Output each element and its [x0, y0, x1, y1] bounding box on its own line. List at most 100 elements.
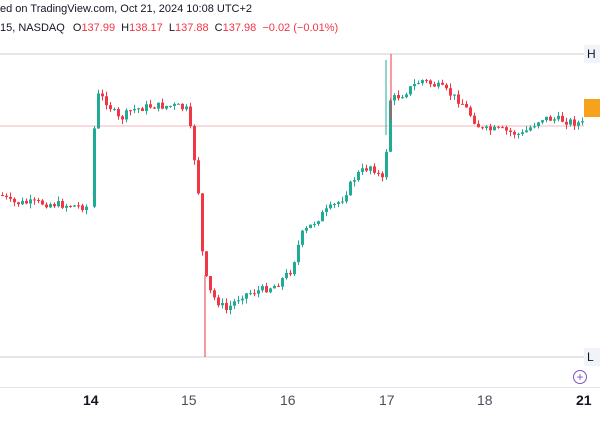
candle-body	[205, 251, 208, 277]
close-label: C	[214, 22, 223, 34]
candle-body	[337, 202, 340, 205]
low-marker: L	[584, 348, 600, 366]
candle-body	[45, 204, 48, 208]
candle-body	[489, 126, 492, 131]
candle-body	[241, 298, 244, 301]
candle-body	[289, 272, 292, 275]
candle-body	[457, 94, 460, 104]
time-axis-border	[0, 387, 600, 388]
candle-body	[433, 84, 436, 87]
candle-body	[341, 201, 344, 203]
candle-body	[81, 205, 84, 211]
candle-body	[161, 102, 164, 109]
open-value: 137.99	[81, 22, 116, 34]
candle-body	[21, 200, 24, 205]
candle-body	[569, 119, 572, 125]
candle-body	[261, 286, 264, 291]
candle-body	[333, 204, 336, 206]
candle-body	[541, 120, 544, 123]
candle-body	[273, 285, 276, 289]
add-plus-icon[interactable]: +	[573, 370, 587, 384]
candle-body	[17, 202, 20, 205]
candle-body	[277, 285, 280, 287]
candle-body	[101, 93, 104, 97]
candle-body	[309, 224, 312, 229]
candle-body	[189, 106, 192, 127]
candle-body	[401, 97, 404, 99]
candle-body	[113, 109, 116, 111]
candle-body	[157, 102, 160, 109]
candle-body	[461, 103, 464, 105]
candle-body	[349, 181, 352, 196]
candle-body	[141, 108, 144, 111]
candle-body	[293, 262, 296, 275]
low-value: 137.88	[174, 22, 209, 34]
candle-body	[301, 230, 304, 245]
candle-body	[397, 95, 400, 99]
candle-body	[5, 195, 8, 197]
candle-body	[325, 208, 328, 213]
candle-body	[345, 195, 348, 202]
candle-body	[465, 103, 468, 108]
ohlc-legend: 15, NASDAQ O137.99 H138.17 L137.88 C137.…	[0, 22, 338, 34]
candle-body	[429, 80, 432, 85]
x-tick-label: 17	[379, 392, 395, 408]
candle-body	[377, 172, 380, 174]
candle-body	[413, 84, 416, 87]
candle-body	[533, 126, 536, 128]
candle-body	[153, 107, 156, 109]
candle-body	[221, 302, 224, 306]
candle-body	[437, 82, 440, 87]
candle-body	[553, 119, 556, 121]
candle-body	[549, 116, 552, 121]
candle-body	[373, 166, 376, 173]
candle-body	[53, 204, 56, 207]
candle-body	[57, 201, 60, 207]
candle-body	[177, 103, 180, 105]
candle-body	[421, 80, 424, 84]
candle-body	[537, 122, 540, 127]
candle-body	[285, 272, 288, 279]
published-info: ed on TradingView.com, Oct 21, 2024 10:0…	[0, 3, 253, 15]
candle-body	[73, 205, 76, 207]
candle-body	[417, 83, 420, 85]
candle-body	[573, 119, 576, 126]
candle-body	[149, 104, 152, 108]
x-tick-label: 18	[477, 392, 493, 408]
candle-body	[117, 109, 120, 117]
candle-body	[97, 93, 100, 129]
high-value: 138.17	[129, 22, 163, 34]
candle-body	[297, 244, 300, 263]
candle-body	[233, 301, 236, 306]
candle-body	[61, 201, 64, 208]
candle-body	[405, 94, 408, 98]
candle-body	[105, 96, 108, 106]
candle-body	[389, 100, 392, 152]
candle-body	[25, 200, 28, 204]
candle-body	[37, 199, 40, 201]
candle-body	[249, 293, 252, 295]
candle-body	[217, 297, 220, 306]
candle-body	[525, 130, 528, 133]
candle-body	[33, 199, 36, 201]
candle-body	[493, 126, 496, 131]
candle-body	[505, 127, 508, 131]
candle-body	[501, 127, 504, 129]
candle-body	[577, 122, 580, 126]
candle-body	[481, 127, 484, 129]
open-label: O	[72, 22, 82, 34]
candle-body	[49, 204, 52, 208]
candle-body	[173, 103, 176, 106]
interval-exchange: 15, NASDAQ	[0, 22, 65, 34]
candle-body	[121, 116, 124, 120]
candle-body	[449, 88, 452, 96]
candle-body	[197, 160, 200, 194]
candle-body	[237, 300, 240, 302]
candles-group	[1, 54, 584, 357]
candle-body	[41, 200, 44, 205]
candle-body	[477, 123, 480, 128]
candle-body	[357, 171, 360, 181]
candle-body	[581, 121, 584, 123]
candle-body	[565, 121, 568, 125]
